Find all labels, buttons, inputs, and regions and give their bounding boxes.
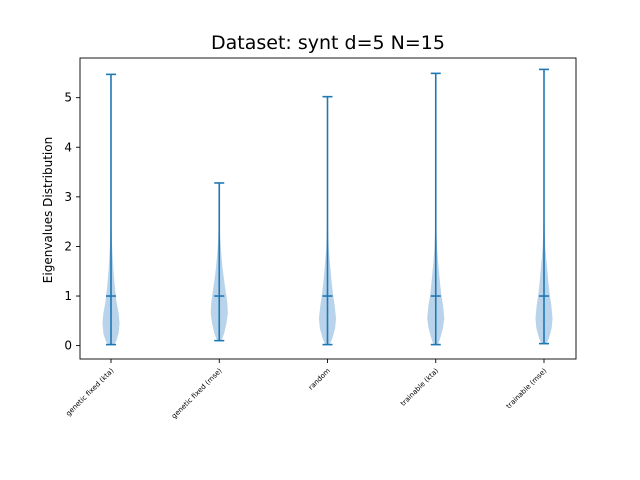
y-axis-label: Eigenvalues Distribution bbox=[41, 137, 55, 283]
x-tick-label: genetic fixed (kta) bbox=[64, 367, 115, 418]
x-tick-label: trainable (mse) bbox=[505, 367, 549, 411]
y-tick-label: 0 bbox=[64, 339, 72, 353]
chart-title: Dataset: synt d=5 N=15 bbox=[211, 32, 445, 54]
y-tick-label: 5 bbox=[64, 91, 72, 105]
x-tick-label: genetic fixed (mse) bbox=[170, 367, 224, 421]
y-tick-label: 4 bbox=[64, 140, 72, 154]
y-tick-label: 3 bbox=[64, 190, 72, 204]
x-tick-label: trainable (kta) bbox=[399, 367, 440, 408]
y-tick-label: 1 bbox=[64, 289, 72, 303]
plot-area: 0 1 2 3 4 5 genetic fixed (kta) genetic fixed (… bbox=[64, 57, 577, 421]
y-tick-label: 2 bbox=[64, 239, 72, 253]
axes-frame bbox=[79, 57, 577, 360]
x-tick-label: random bbox=[307, 367, 332, 392]
